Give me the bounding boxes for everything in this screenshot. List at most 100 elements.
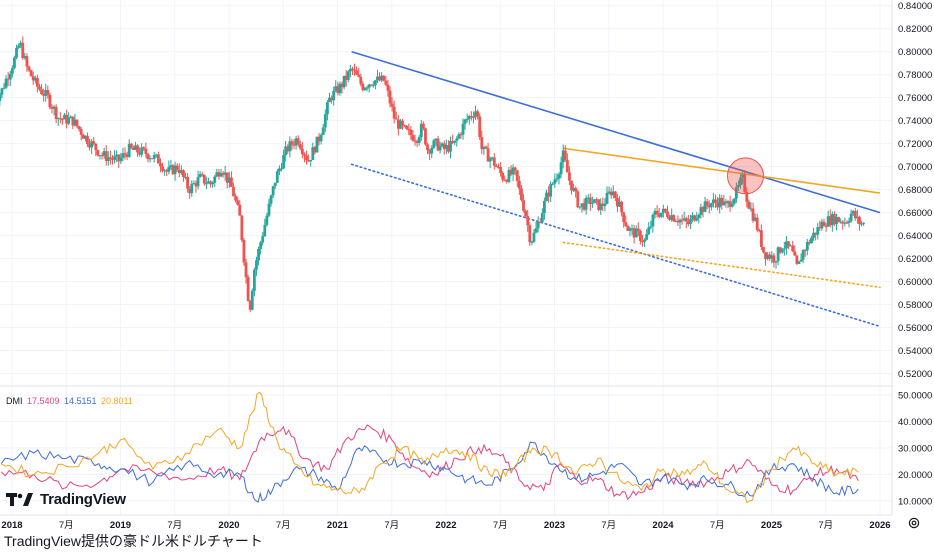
candle-body [568, 172, 571, 181]
indicator-legend[interactable]: DMI 17.5409 14.5151 20.8011 [6, 396, 133, 406]
candle-body [701, 207, 705, 212]
candle-body [476, 111, 480, 117]
candle-body [6, 78, 10, 80]
candle-body [424, 128, 427, 145]
candle-body [472, 116, 475, 118]
candle-body [321, 127, 325, 135]
candle-body [81, 134, 85, 139]
price-tick-label: 0.66000 [898, 208, 932, 219]
candle-body [265, 215, 269, 225]
candle-body [217, 172, 221, 177]
candle-body [459, 134, 463, 136]
grid [0, 0, 892, 515]
price-axis[interactable]: 0.52000 0.54000 0.56000 0.58000 0.60000 0.620… [898, 1, 932, 380]
candle-body [156, 154, 160, 164]
candle-body [138, 152, 142, 155]
candle-body [338, 83, 342, 94]
candle-body [847, 221, 851, 223]
candle-body [676, 221, 680, 223]
candle-body [664, 208, 667, 212]
candle-body [586, 197, 590, 199]
candle-body [595, 199, 598, 201]
trendlines [350, 50, 881, 328]
indicator-line-DI+ [0, 424, 859, 501]
candle-body [342, 75, 346, 88]
candle-body [417, 137, 421, 143]
candle-body [474, 111, 477, 117]
candle-body [273, 182, 277, 187]
candle-body [23, 56, 27, 59]
candle-body [653, 210, 657, 215]
candle-body [647, 227, 651, 235]
candle-body [726, 201, 730, 204]
candle-body [52, 106, 56, 109]
candle-body [129, 143, 133, 148]
candle-body [344, 75, 348, 80]
candle-body [697, 214, 701, 219]
candle-body [215, 172, 219, 177]
candle-body [478, 116, 482, 138]
candle-body [430, 147, 434, 154]
candle-body [10, 68, 14, 74]
candle-body [509, 170, 513, 175]
time-axis[interactable]: 2018 7月 2019 7月 2020 7月 2021 7月 2022 7月 2023 7月 2024… [1, 520, 890, 531]
gear-icon[interactable] [907, 516, 921, 530]
candle-body [522, 200, 525, 211]
candle-body [96, 150, 100, 156]
candle-body [776, 247, 780, 262]
candle-body [0, 88, 4, 95]
candle-body [142, 147, 146, 149]
candle-body [102, 151, 106, 156]
candle-body [309, 159, 313, 162]
candle-body [605, 192, 609, 204]
candle-body [668, 216, 671, 220]
candle-body [373, 80, 377, 86]
candle-body [649, 226, 653, 228]
candle-body [853, 210, 857, 219]
tradingview-logo[interactable]: TradingView [6, 491, 126, 508]
tradingview-logo-icon [6, 492, 33, 506]
candle-body [561, 150, 565, 163]
candle-body [457, 134, 461, 139]
candle-body [127, 143, 131, 157]
indicator-axis[interactable]: 10.0000 20.0000 30.0000 40.0000 50.0000 [898, 390, 932, 507]
candle-body [119, 157, 123, 162]
candle-body [520, 188, 523, 201]
candle-body [305, 155, 308, 161]
candle-body [261, 236, 265, 243]
chart-caption: TradingView提供の豪ドル米ドルチャート [4, 533, 263, 549]
candle-body [307, 160, 311, 162]
candle-body [83, 135, 87, 139]
candle-body [69, 116, 73, 119]
candle-body [209, 181, 212, 185]
candle-body [661, 208, 665, 213]
candle-body [230, 177, 233, 187]
price-tick-label: 0.68000 [898, 185, 932, 196]
candle-body [751, 208, 755, 221]
candle-body [271, 186, 275, 196]
candle-body [317, 136, 321, 142]
candle-body [355, 70, 359, 75]
candle-body [503, 179, 507, 181]
candle-body [469, 116, 473, 118]
candle-body [100, 155, 104, 157]
candle-body [534, 228, 538, 233]
candle-body [630, 228, 634, 230]
candle-body [257, 249, 260, 261]
time-tick-label: 7月 [59, 520, 74, 531]
candle-body [2, 87, 6, 89]
candle-body [651, 214, 655, 227]
candle-body [378, 76, 381, 81]
time-tick-label: 7月 [601, 520, 616, 531]
breakout-circle [726, 157, 764, 195]
candle-body [311, 147, 315, 160]
candle-body [603, 203, 607, 207]
candle-body [680, 219, 684, 221]
candle-body [219, 173, 223, 177]
candle-body [173, 165, 177, 175]
candle-body [588, 197, 592, 205]
candle-body [528, 225, 532, 243]
candle-body [572, 188, 576, 191]
indicator-value-adx: 20.8011 [101, 396, 133, 406]
candle-body [732, 198, 736, 204]
